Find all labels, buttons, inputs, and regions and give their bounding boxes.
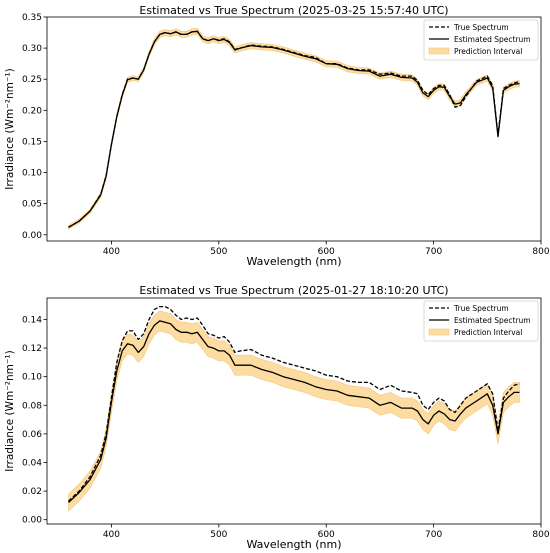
- y-tick-label: 0.05: [22, 200, 42, 210]
- legend-label-estimated: Estimated Spectrum: [454, 35, 531, 44]
- y-tick-label: 0.10: [22, 373, 42, 383]
- y-tick-label: 0.08: [22, 401, 42, 411]
- y-tick-label: 0.00: [22, 516, 42, 526]
- legend-label-true: True Spectrum: [453, 23, 509, 32]
- y-axis: 0.00 0.05 0.10 0.15 0.20 0.25 0.30 0.35: [22, 13, 47, 241]
- y-tick-label: 0.14: [22, 315, 42, 325]
- x-tick-label: 700: [425, 247, 442, 257]
- legend-swatch-interval: [428, 328, 450, 336]
- legend-box: [423, 300, 539, 342]
- y-tick-label: 0.35: [22, 13, 42, 23]
- x-axis: 400 500 600 700 800: [103, 241, 550, 257]
- interval-band: [68, 310, 520, 512]
- chart-top: Estimated vs True Spectrum (2025-03-25 1…: [4, 4, 550, 268]
- y-tick-label: 0.15: [22, 137, 42, 147]
- y-axis-label: Irradiance (Wm⁻²nm⁻¹): [4, 68, 16, 189]
- legend-swatch-interval: [428, 47, 450, 55]
- interval-band: [68, 27, 520, 230]
- legend-label-interval: Prediction Interval: [454, 47, 522, 56]
- prediction-interval-area: [68, 310, 520, 512]
- y-tick-label: 0.20: [22, 106, 42, 116]
- y-axis: 0.00 0.02 0.04 0.06 0.08 0.10 0.12 0.14: [22, 315, 47, 526]
- y-tick-label: 0.00: [22, 231, 42, 241]
- x-tick-label: 800: [532, 247, 549, 257]
- chart-bottom: Estimated vs True Spectrum (2025-01-27 1…: [4, 284, 550, 551]
- y-tick-label: 0.25: [22, 75, 42, 85]
- x-tick-label: 700: [425, 530, 442, 540]
- x-tick-label: 500: [210, 530, 227, 540]
- legend: True Spectrum Estimated Spectrum Predict…: [423, 300, 539, 342]
- x-tick-label: 400: [103, 247, 120, 257]
- true-spectrum-line: [68, 305, 520, 502]
- x-axis: 400 500 600 700 800: [103, 524, 550, 540]
- series-lines: [68, 30, 520, 228]
- plot-frame: [46, 297, 542, 525]
- x-axis-label: Wavelength (nm): [246, 538, 341, 551]
- estimated-spectrum-line: [68, 320, 520, 503]
- x-tick-label: 400: [103, 530, 120, 540]
- legend-label-interval: Prediction Interval: [454, 328, 522, 337]
- legend: True Spectrum Estimated Spectrum Predict…: [423, 19, 539, 61]
- x-tick-label: 800: [532, 530, 549, 540]
- legend-label-estimated: Estimated Spectrum: [454, 316, 531, 325]
- series-lines: [68, 305, 520, 503]
- y-tick-label: 0.06: [22, 430, 42, 440]
- y-tick-label: 0.04: [22, 458, 42, 468]
- legend-box: [423, 19, 539, 61]
- y-tick-label: 0.10: [22, 169, 42, 179]
- x-tick-label: 600: [318, 530, 335, 540]
- y-axis-label: Irradiance (Wm⁻²nm⁻¹): [4, 350, 16, 471]
- prediction-interval-area: [68, 27, 520, 230]
- estimated-spectrum-line: [68, 30, 520, 228]
- plot-frame: [46, 16, 542, 242]
- x-tick-label: 600: [318, 247, 335, 257]
- x-axis-label: Wavelength (nm): [246, 255, 341, 268]
- chart-title: Estimated vs True Spectrum (2025-03-25 1…: [139, 4, 448, 17]
- y-tick-label: 0.02: [22, 487, 42, 497]
- y-tick-label: 0.30: [22, 44, 42, 54]
- x-tick-label: 500: [210, 247, 227, 257]
- legend-label-true: True Spectrum: [453, 304, 509, 313]
- y-tick-label: 0.12: [22, 344, 42, 354]
- chart-title: Estimated vs True Spectrum (2025-01-27 1…: [139, 284, 448, 297]
